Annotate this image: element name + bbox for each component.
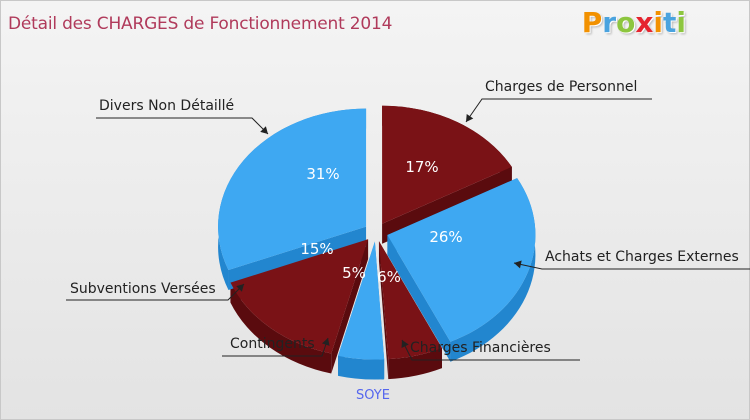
chart-footer: SOYE (356, 388, 390, 403)
leader-line (66, 283, 245, 301)
pie-slice-wall (387, 234, 451, 362)
leader-arrowhead (236, 284, 244, 292)
pie-percent-label: 31% (306, 165, 339, 183)
proxiti-logo: Proxiti (582, 6, 686, 39)
leader-arrowhead (514, 260, 522, 269)
category-label: Divers Non Détaillé (99, 98, 234, 114)
logo-letter: r (602, 6, 617, 39)
pie-percent-label: 6% (377, 268, 401, 286)
category-label: Achats et Charges Externes (545, 249, 739, 265)
leader-arrowhead (321, 338, 330, 346)
category-label: Subventions Versées (70, 281, 216, 297)
logo-letter: i (676, 6, 686, 39)
pie-slice (387, 178, 536, 342)
leader-line (513, 262, 750, 270)
pie-slice-side (338, 355, 385, 380)
pie-slice (230, 239, 369, 354)
pie-slice-wall (378, 241, 389, 380)
pie-slice (382, 105, 512, 224)
pie-percent-label: 17% (405, 158, 438, 176)
logo-letter: P (581, 6, 603, 39)
logo-letter: x (635, 6, 654, 39)
leader-arrowhead (466, 113, 474, 122)
pie-percent-label: 26% (429, 228, 462, 246)
pie-slice (338, 241, 385, 360)
pie-top-layer (218, 105, 536, 360)
pie-percent-label: 15% (300, 240, 333, 258)
pie-slice-side (450, 178, 536, 362)
leader-arrowhead (260, 126, 268, 134)
logo-letter: i (653, 6, 663, 39)
pie-slice (218, 108, 367, 271)
logo-letter: o (616, 6, 636, 39)
pie-slice-side (388, 348, 442, 380)
category-label: Contingents (230, 336, 315, 352)
leader-line (401, 339, 580, 361)
pie-slice-wall (331, 239, 369, 374)
leader-arrowhead (401, 340, 409, 349)
chart-title: Détail des CHARGES de Fonctionnement 201… (8, 14, 393, 34)
category-label: Charges Financières (410, 340, 551, 356)
pie-percent-label: 5% (342, 264, 366, 282)
logo-letter: t (663, 6, 677, 39)
pie-slice (378, 241, 442, 360)
leader-line (465, 98, 652, 123)
pie-labels-layer: 17% Charges de Personnel 26% Achats et Char… (66, 79, 750, 361)
category-label: Charges de Personnel (485, 79, 637, 95)
leader-line (96, 117, 269, 135)
pie-slice-side (230, 282, 332, 374)
